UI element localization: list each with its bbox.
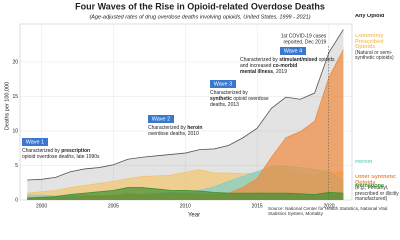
annotation-text: Characterized by heroin: [148, 125, 202, 131]
wave-box: [210, 80, 236, 88]
legend-label: Heroin: [355, 160, 373, 165]
annotation-part: prescription: [61, 148, 90, 154]
wave-box: [148, 115, 174, 123]
annotation-part: heroin: [187, 125, 202, 131]
annotation-text: synthetic opioid overdose: [210, 96, 269, 102]
area-fill: [27, 187, 344, 200]
y-tick-label: 0: [15, 197, 18, 203]
source-note: Source: National Center for Health Stati…: [268, 206, 388, 217]
event-note: 1st COVID-19 cases: [281, 33, 327, 39]
series-label-box: Heroin: [355, 160, 373, 165]
annotation-text: and increased co-morbid: [240, 63, 297, 69]
series-line: [27, 187, 344, 199]
legend-note: (e.g., Fentanyl, prescribed or illicitly…: [355, 185, 399, 203]
chart-subtitle: (Age-adjusted rates of drug overdose dea…: [89, 14, 310, 20]
annotation-part: overdose deaths, 2010: [148, 131, 199, 137]
annotation-part: deaths, 2013: [210, 102, 239, 108]
annotation-part: Characterized by: [148, 125, 187, 131]
series-label-box: Any Opioid: [355, 14, 385, 19]
series-line: [27, 29, 344, 181]
legend-note: (Natural or semi-synthetic opioids): [355, 49, 394, 62]
wave-label: Wave 4: [284, 48, 302, 54]
annotation-text: opioid overdose deaths, late 1990s: [22, 154, 100, 160]
y-tick-label: 10: [12, 128, 18, 134]
wave-label: Wave 2: [152, 116, 170, 122]
legend-label: Other Synthetic Opioids: [355, 175, 396, 186]
annotation-part: , 2019: [273, 69, 287, 75]
annotation-text: Characterized by prescription: [22, 148, 90, 154]
chart: Four Waves of the Rise in Opioid-related…: [4, 1, 399, 219]
annotation-text: overdose deaths, 2010: [148, 131, 199, 137]
annotation-part: and increased: [240, 63, 273, 69]
legend-label: Methadone: [355, 184, 385, 189]
event-note: reported, Dec 2019: [283, 39, 326, 45]
annotation-text: Characterized by stimulant/mixed opioids: [240, 57, 335, 63]
annotation-text: Characterized by: [210, 90, 248, 96]
chart-title: Four Waves of the Rise in Opioid-related…: [75, 1, 325, 11]
wave-label: Wave 1: [26, 139, 44, 145]
source-box: Source: National Center for Health Stati…: [268, 206, 388, 217]
legend-label: Any Opioid: [355, 14, 385, 19]
series-label-box: Methadone: [355, 184, 385, 189]
annotation-part: opioids: [317, 57, 335, 63]
y-tick-label: 20: [12, 59, 18, 65]
x-axis-label: Year: [188, 213, 200, 219]
annotation-part: synthetic: [210, 96, 232, 102]
x-tick-label: 2010: [180, 203, 191, 209]
series-label-box: Commonly Prescribed Opioids(Natural or s…: [355, 34, 394, 62]
annotation-part: stimulant/mixed: [279, 57, 317, 63]
area-fill: [27, 49, 344, 200]
annotation-part: co-morbid: [273, 63, 297, 69]
wave-box: [22, 138, 48, 146]
y-tick-label: 15: [12, 94, 18, 100]
legend-label: Commonly Prescribed Opioids: [355, 34, 384, 51]
x-tick-label: 2005: [108, 203, 119, 209]
annotation-part: Characterized by: [210, 90, 248, 96]
annotation-part: opioid overdose: [232, 96, 269, 102]
annotation-text: mental illness, 2019: [240, 69, 287, 75]
x-tick-label: 2015: [252, 203, 263, 209]
annotation-part: mental illness: [240, 69, 273, 75]
series-label-box: Other Synthetic Opioids(e.g., Fentanyl, …: [355, 175, 399, 203]
annotation-part: Characterized by: [22, 148, 61, 154]
annotation-part: opioid overdose deaths, late 1990s: [22, 154, 100, 160]
wave-label: Wave 3: [214, 81, 232, 87]
x-tick-label: 2020: [323, 203, 334, 209]
wave-box: [280, 47, 306, 55]
x-tick-label: 2000: [36, 203, 47, 209]
y-axis-label: Deaths per 100,000: [4, 82, 10, 130]
y-tick-label: 5: [15, 163, 18, 169]
annotation-part: Characterized by: [240, 57, 279, 63]
annotation-text: deaths, 2013: [210, 102, 239, 108]
area-fill: [27, 29, 344, 200]
